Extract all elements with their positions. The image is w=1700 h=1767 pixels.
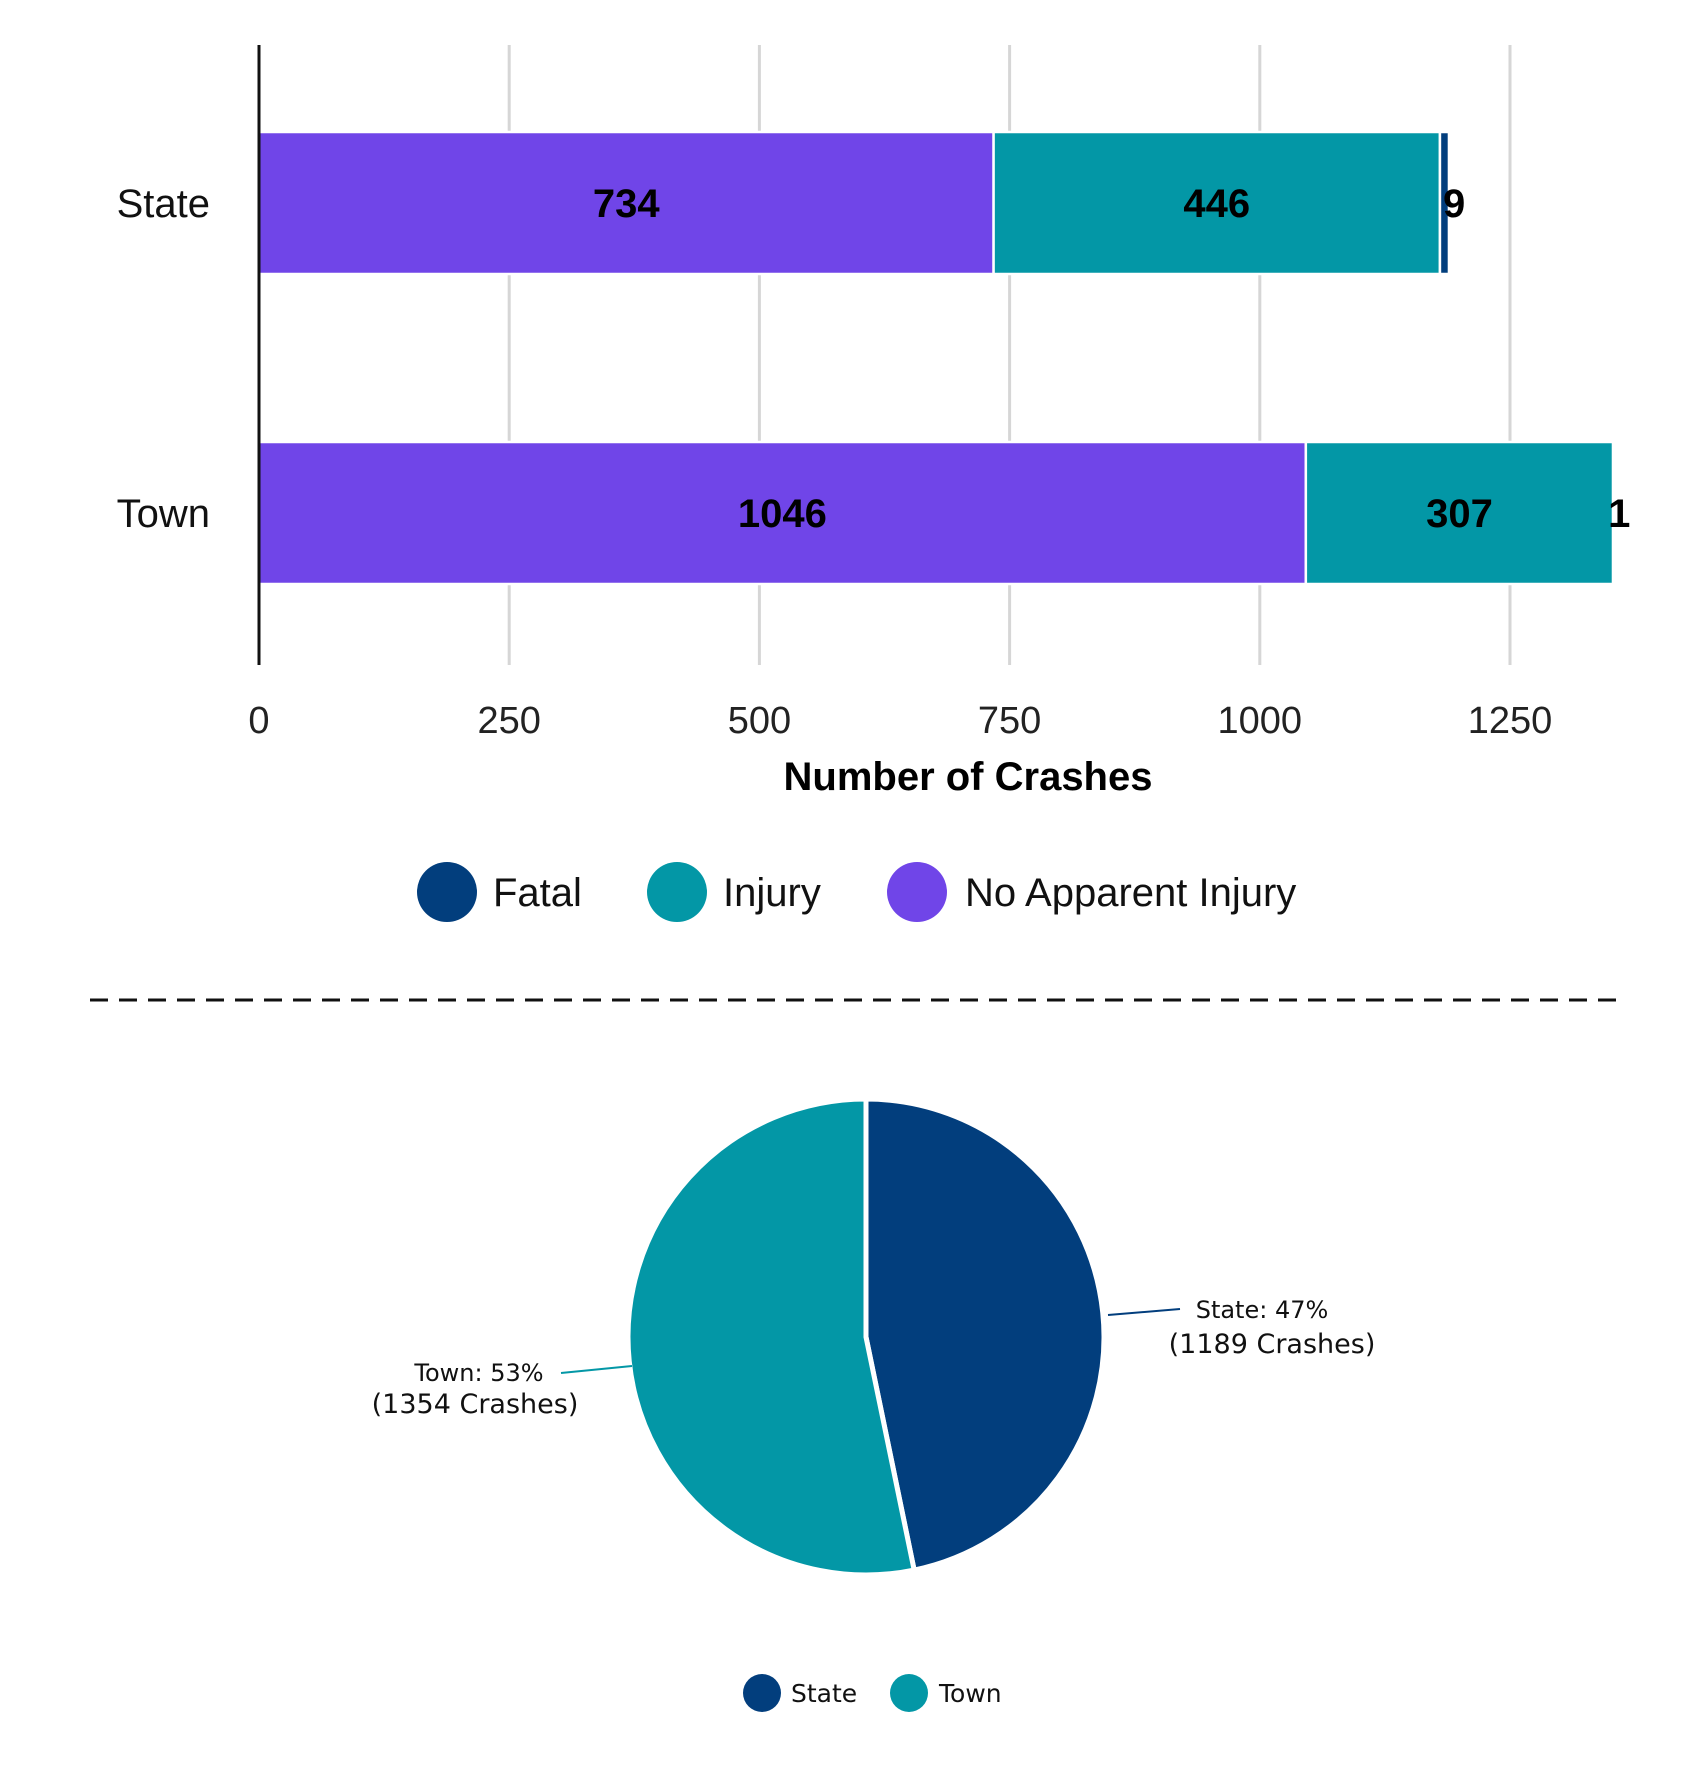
legend-label-state: State [791,1679,857,1708]
legend-label-fatal: Fatal [493,871,582,915]
data-label-town-fatal: 1 [1608,492,1630,536]
pie-label-town-count: (1354 Crashes) [372,1389,579,1420]
data-label-town-injury: 307 [1426,492,1493,536]
bar-town-no-apparent-injury [257,440,1308,586]
bar-chart-category-labels: State Town [117,182,210,536]
pie-label-town-percent: Town: 53% [413,1359,543,1387]
bar-chart: State Town 734 446 9 1046 307 1 0 250 500 750 1000… [117,45,1630,922]
legend-label-injury: Injury [723,871,821,915]
legend-item-state: State [743,1674,857,1712]
bar-state-fatal [1438,130,1451,276]
bar-chart-data-labels: 734 446 9 1046 307 1 [593,182,1630,536]
data-label-town-no-apparent-injury: 1046 [738,492,827,536]
bar-state-injury [992,130,1442,276]
category-label-town: Town [117,492,210,536]
x-tick-label-500: 500 [728,700,791,742]
category-label-state: State [117,182,210,226]
x-tick-label-0: 0 [248,700,269,742]
x-tick-label-750: 750 [978,700,1041,742]
legend-item-fatal: Fatal [417,862,582,922]
bar-chart-bars [257,130,1616,586]
legend-swatch-fatal [417,862,477,922]
pie-label-state-count: (1189 Crashes) [1169,1329,1376,1360]
pie-slice-town [625,1096,917,1578]
legend-swatch-no-apparent-injury [887,862,947,922]
bar-chart-x-axis-title: Number of Crashes [784,755,1153,799]
bar-chart-legend: Fatal Injury No Apparent Injury [417,862,1296,922]
legend-item-no-apparent-injury: No Apparent Injury [887,862,1296,922]
data-label-state-injury: 446 [1183,182,1250,226]
pie-slice-state [863,1096,1107,1573]
legend-label-town: Town [938,1679,1002,1708]
bar-town-fatal [1611,440,1616,586]
legend-label-no-apparent-injury: No Apparent Injury [965,871,1296,915]
pie-leader-line-state [1107,1308,1181,1316]
bar-town-injury [1304,440,1615,586]
data-label-state-fatal: 9 [1443,182,1465,226]
legend-swatch-state [743,1674,781,1712]
bar-state-no-apparent-injury [257,130,995,276]
pie-chart-legend: State Town [743,1674,1002,1712]
pie-label-state-percent: State: 47% [1196,1296,1329,1324]
x-tick-label-1250: 1250 [1468,700,1553,742]
bar-chart-x-tick-labels: 0 250 500 750 1000 1250 [248,700,1552,742]
legend-swatch-injury [647,862,707,922]
legend-item-town: Town [890,1674,1002,1712]
pie-chart: State: 47% (1189 Crashes) Town: 53% (135… [372,1096,1376,1712]
x-tick-label-1000: 1000 [1218,700,1303,742]
legend-item-injury: Injury [647,862,821,922]
pie-leader-line-town [560,1365,633,1374]
x-tick-label-250: 250 [477,700,540,742]
pie-chart-slices [625,1096,1107,1578]
data-label-state-no-apparent-injury: 734 [593,182,660,226]
legend-swatch-town [890,1674,928,1712]
